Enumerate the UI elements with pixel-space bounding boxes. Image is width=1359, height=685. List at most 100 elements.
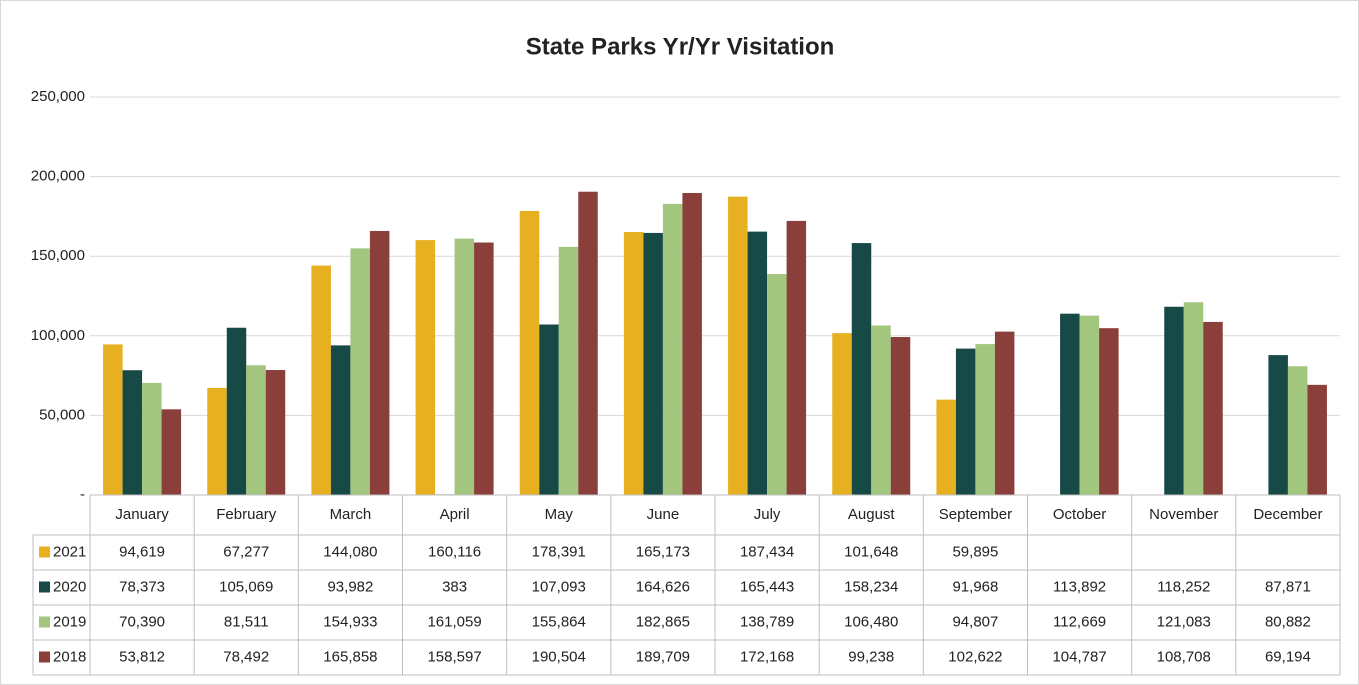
bar (662, 203, 683, 496)
bar (350, 248, 370, 495)
legend-swatch (39, 546, 50, 558)
data-table-value: 59,895 (952, 543, 998, 560)
bar (161, 409, 182, 495)
data-table-value: 80,882 (1265, 613, 1311, 630)
data-table-value: 78,373 (119, 578, 165, 595)
data-table-value: 106,480 (844, 613, 898, 630)
x-tick-label: July (754, 506, 781, 523)
bar (1099, 328, 1119, 495)
bar (454, 238, 475, 496)
x-tick-label: January (115, 506, 169, 523)
legend-label: 2019 (53, 613, 86, 630)
y-tick-label: - (80, 486, 85, 503)
data-table-value: 118,252 (1157, 578, 1210, 595)
bar (1203, 321, 1223, 495)
data-table-value: 112,669 (1053, 613, 1106, 630)
data-table-value: 78,492 (223, 648, 269, 665)
legend-swatch (39, 651, 50, 663)
data-table-value: 105,069 (219, 578, 273, 595)
data-table-value: 165,858 (323, 648, 377, 665)
data-table-value: 101,648 (844, 543, 898, 560)
bar (1307, 384, 1327, 495)
bar (519, 211, 540, 495)
bar (890, 337, 911, 495)
y-tick-label: 100,000 (31, 327, 85, 344)
bar (330, 345, 351, 495)
data-table-value: 178,391 (532, 543, 586, 560)
x-tick-label: September (939, 506, 1012, 523)
legend-swatch (39, 616, 50, 628)
x-tick-label: March (330, 506, 372, 523)
bar (103, 344, 123, 495)
data-table-value: 164,626 (636, 578, 690, 595)
data-table-value: 165,173 (636, 543, 690, 560)
bar (415, 240, 436, 495)
bar (369, 230, 390, 495)
data-table-value: 189,709 (636, 648, 690, 665)
bar (871, 325, 891, 495)
bar (207, 387, 227, 495)
data-table-value: 187,434 (740, 543, 794, 560)
data-table-value: 91,968 (952, 578, 998, 595)
x-tick-label: April (440, 506, 470, 523)
bar (122, 370, 143, 495)
data-table-value: 69,194 (1265, 648, 1311, 665)
bar (975, 344, 995, 495)
bar (1079, 315, 1100, 495)
data-table-value: 138,789 (740, 613, 794, 630)
bar (936, 399, 956, 495)
data-table-value: 144,080 (323, 543, 377, 560)
y-tick-label: 50,000 (39, 406, 85, 423)
data-table-value: 383 (442, 578, 467, 595)
data-table-value: 81,511 (224, 613, 269, 630)
data-table-value: 160,116 (428, 543, 481, 560)
data-table-value: 165,443 (740, 578, 794, 595)
chart-title: State Parks Yr/Yr Visitation (526, 33, 835, 60)
data-table-value: 107,093 (532, 578, 586, 595)
bar (682, 192, 702, 495)
data-table-value: 67,277 (223, 543, 269, 560)
x-tick-label: October (1053, 506, 1106, 523)
bar (747, 231, 768, 495)
data-table-value: 161,059 (427, 613, 481, 630)
data-table-value: 94,619 (119, 543, 165, 560)
x-tick-label: November (1149, 506, 1218, 523)
data-table-value: 158,597 (427, 648, 481, 665)
y-tick-label: 200,000 (31, 168, 85, 185)
x-tick-label: December (1253, 506, 1322, 523)
data-table-value: 99,238 (848, 648, 894, 665)
x-tick-label: February (216, 506, 277, 523)
data-table-value: 102,622 (948, 648, 1002, 665)
bar (994, 331, 1015, 495)
data-table-value: 155,864 (532, 613, 586, 630)
data-table-value: 93,982 (327, 578, 373, 595)
data-table-value: 94,807 (952, 613, 998, 630)
data-table-value: 70,390 (119, 613, 165, 630)
bar (851, 243, 872, 495)
bar (1060, 313, 1080, 495)
bar (578, 191, 598, 495)
x-tick-label: June (647, 506, 680, 523)
data-table-value: 158,234 (844, 578, 898, 595)
x-tick-label: May (545, 506, 574, 523)
data-table-value: 87,871 (1265, 578, 1311, 595)
bar (955, 348, 976, 495)
bar (142, 382, 162, 495)
data-table-value: 108,708 (1157, 648, 1211, 665)
bar (786, 220, 807, 495)
bar (1164, 306, 1184, 495)
x-tick-label: August (848, 506, 896, 523)
data-table-value: 190,504 (532, 648, 586, 665)
bar (832, 333, 852, 495)
legend-label: 2021 (53, 543, 86, 560)
bar (246, 365, 266, 495)
data-table-value: 104,787 (1052, 648, 1106, 665)
bar (474, 242, 494, 495)
bar (311, 265, 331, 495)
bar (558, 246, 579, 495)
y-tick-label: 150,000 (31, 247, 85, 264)
data-table-value: 182,865 (636, 613, 690, 630)
data-table-value: 113,892 (1053, 578, 1106, 595)
data-table-value: 172,168 (740, 648, 794, 665)
